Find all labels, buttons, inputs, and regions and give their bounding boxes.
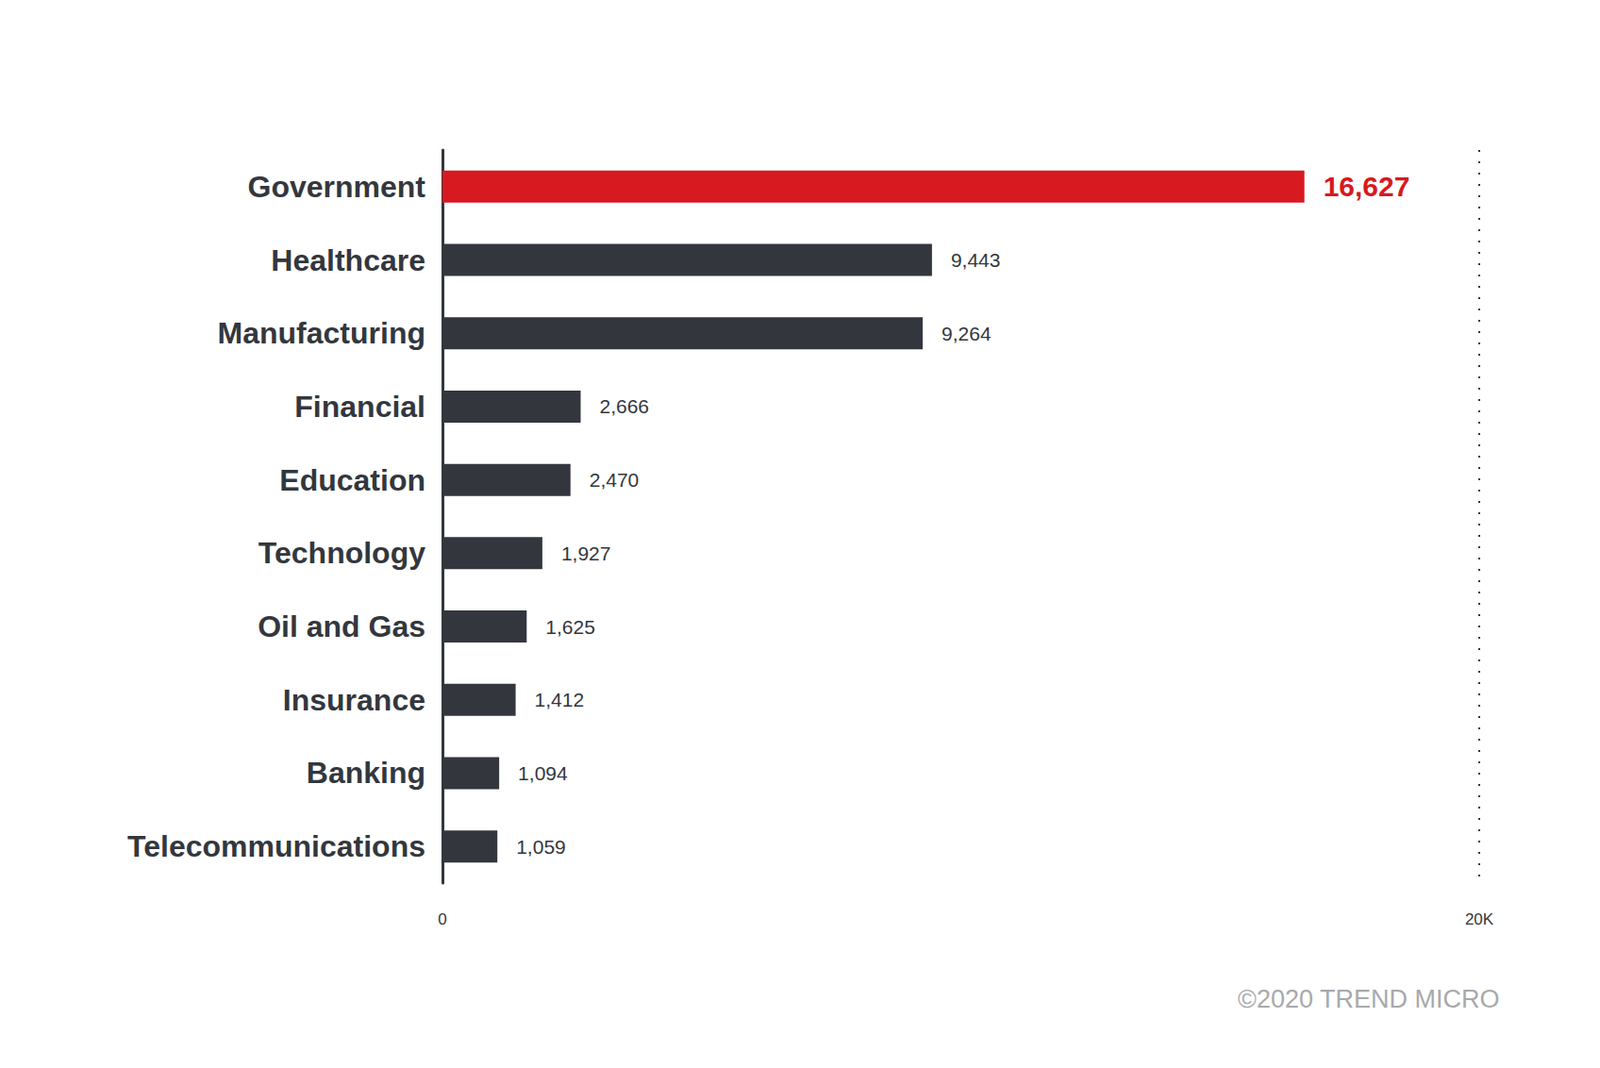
svg-text:20K: 20K — [1465, 910, 1495, 929]
svg-text:0: 0 — [437, 910, 447, 929]
svg-text:1,094: 1,094 — [517, 762, 568, 784]
svg-text:Technology: Technology — [258, 535, 426, 570]
svg-text:9,443: 9,443 — [950, 249, 1001, 271]
svg-text:Telecommunications: Telecommunications — [127, 829, 426, 864]
svg-text:Healthcare: Healthcare — [270, 243, 426, 278]
svg-text:1,927: 1,927 — [561, 542, 612, 565]
svg-text:16,627: 16,627 — [1323, 170, 1411, 202]
svg-text:©2020 TREND MICRO: ©2020 TREND MICRO — [1237, 984, 1500, 1014]
svg-text:Government: Government — [248, 169, 427, 204]
svg-text:2,666: 2,666 — [599, 395, 650, 417]
svg-text:Manufacturing: Manufacturing — [217, 316, 426, 350]
svg-text:Financial: Financial — [294, 389, 426, 424]
svg-text:1,059: 1,059 — [516, 835, 567, 858]
svg-text:1,412: 1,412 — [534, 688, 585, 711]
svg-text:Insurance: Insurance — [283, 683, 426, 717]
svg-text:Banking: Banking — [306, 755, 426, 790]
svg-text:2,470: 2,470 — [589, 468, 640, 491]
svg-text:1,625: 1,625 — [545, 616, 596, 638]
svg-text:Oil and Gas: Oil and Gas — [257, 609, 426, 644]
svg-text:9,264: 9,264 — [941, 322, 992, 345]
svg-text:Education: Education — [279, 463, 426, 498]
